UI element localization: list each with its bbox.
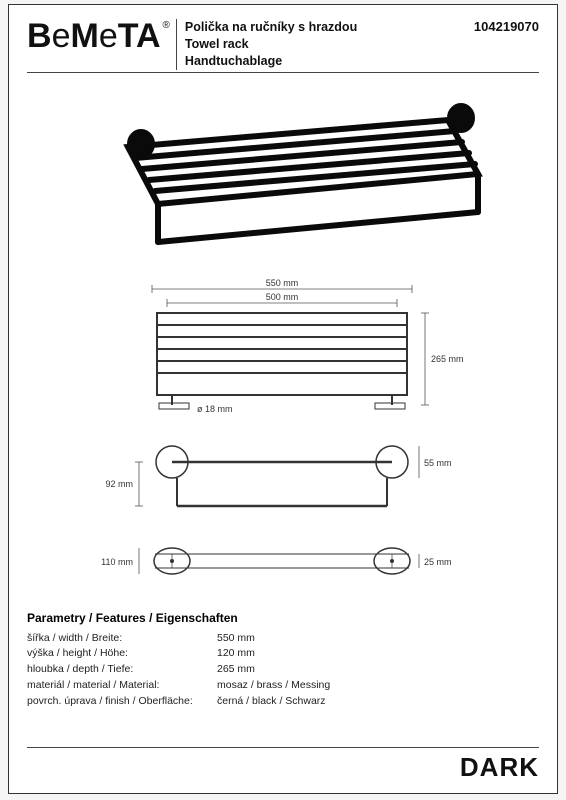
feature-value: černá / black / Schwarz — [217, 694, 326, 710]
tech-svg: 550 mm 500 mm ø 18 mm — [27, 277, 537, 607]
title-cs: Polička na ručníky s hrazdou — [185, 19, 464, 36]
feature-label: materiál / material / Material: — [27, 678, 217, 694]
feature-value: 550 mm — [217, 631, 255, 647]
registered-mark: ® — [163, 20, 170, 31]
feature-label: povrch. úprava / finish / Oberfläche: — [27, 694, 217, 710]
side-view: 110 mm 25 mm — [101, 548, 451, 574]
feature-row: šířka / width / Breite: 550 mm — [27, 631, 539, 647]
product-titles: Polička na ručníky s hrazdou Towel rack … — [176, 19, 464, 70]
feature-row: výška / height / Höhe: 120 mm — [27, 646, 539, 662]
header: BeMeTA® Polička na ručníky s hrazdou Tow… — [27, 19, 539, 73]
footer: DARK — [27, 747, 539, 783]
title-en: Towel rack — [185, 36, 464, 53]
dim-dia: ø 18 mm — [197, 404, 233, 414]
spec-sheet: BeMeTA® Polička na ručníky s hrazdou Tow… — [8, 4, 558, 794]
features-table: šířka / width / Breite: 550 mm výška / h… — [27, 631, 539, 710]
rack-3d-svg — [73, 82, 493, 272]
feature-row: hloubka / depth / Tiefe: 265 mm — [27, 662, 539, 678]
dim-55: 55 mm — [424, 458, 452, 468]
top-view: 550 mm 500 mm ø 18 mm — [152, 278, 464, 414]
dim-92: 92 mm — [105, 479, 133, 489]
sku-number: 104219070 — [470, 19, 539, 34]
technical-drawings: 550 mm 500 mm ø 18 mm — [27, 277, 539, 607]
dim-500: 500 mm — [266, 292, 299, 302]
feature-label: výška / height / Höhe: — [27, 646, 217, 662]
feature-label: hloubka / depth / Tiefe: — [27, 662, 217, 678]
feature-row: materiál / material / Material: mosaz / … — [27, 678, 539, 694]
feature-value: 120 mm — [217, 646, 255, 662]
series-name: DARK — [460, 752, 539, 782]
feature-row: povrch. úprava / finish / Oberfläche: če… — [27, 694, 539, 710]
dim-265: 265 mm — [431, 354, 464, 364]
dim-110: 110 mm — [101, 557, 133, 567]
features-heading: Parametry / Features / Eigenschaften — [27, 611, 539, 625]
brand-logo: BeMeTA® — [27, 19, 170, 53]
dim-25: 25 mm — [424, 557, 452, 567]
dim-550: 550 mm — [266, 278, 299, 288]
brand-text: BeMeTA — [27, 17, 161, 55]
feature-label: šířka / width / Breite: — [27, 631, 217, 647]
product-illustration — [27, 77, 539, 277]
feature-value: mosaz / brass / Messing — [217, 678, 330, 694]
front-view: 55 mm 92 mm — [105, 446, 451, 506]
title-de: Handtuchablage — [185, 53, 464, 70]
feature-value: 265 mm — [217, 662, 255, 678]
